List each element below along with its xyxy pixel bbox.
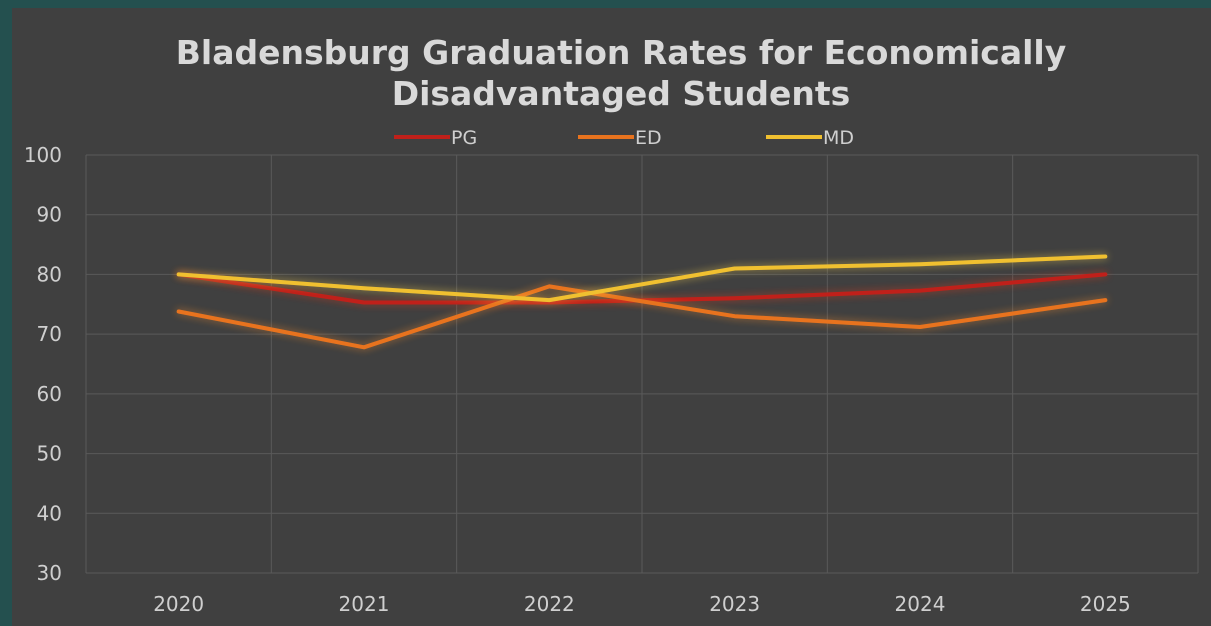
chart-title-line-2: Disadvantaged Students — [392, 74, 851, 113]
legend-item-ed: ED — [578, 127, 662, 149]
series-line — [176, 284, 1108, 350]
legend-label: ED — [635, 127, 662, 149]
chart-series — [176, 254, 1108, 350]
x-tick-label: 2025 — [1080, 592, 1131, 616]
series-md — [176, 254, 1108, 303]
series-line — [176, 254, 1108, 303]
y-tick-label: 50 — [37, 442, 62, 466]
chart-title-line-1: Bladensburg Graduation Rates for Economi… — [176, 33, 1066, 72]
y-tick-label: 100 — [24, 143, 62, 167]
chart-legend: PG ED MD — [394, 127, 854, 149]
x-tick-label: 2023 — [709, 592, 760, 616]
line-chart: Bladensburg Graduation Rates for Economi… — [24, 33, 1199, 616]
y-tick-label: 30 — [37, 561, 62, 585]
legend-item-md: MD — [766, 127, 854, 149]
y-tick-label: 70 — [37, 322, 62, 346]
x-tick-label: 2020 — [153, 592, 204, 616]
y-tick-label: 90 — [37, 203, 62, 227]
y-tick-label: 60 — [37, 382, 62, 406]
chart-area: Bladensburg Graduation Rates for Economi… — [12, 8, 1211, 626]
y-tick-label: 80 — [37, 262, 62, 286]
chart-grid — [85, 154, 1199, 574]
x-tick-label: 2024 — [895, 592, 946, 616]
legend-label: PG — [451, 127, 477, 149]
x-tick-label: 2022 — [524, 592, 575, 616]
legend-item-pg: PG — [394, 127, 477, 149]
legend-label: MD — [823, 127, 854, 149]
y-axis-ticks: 100 90 80 70 60 50 40 30 — [24, 143, 62, 585]
series-ed — [176, 284, 1108, 350]
x-tick-label: 2021 — [339, 592, 390, 616]
y-tick-label: 40 — [37, 501, 62, 525]
x-axis-ticks: 2020 2021 2022 2023 2024 2025 — [153, 592, 1131, 616]
